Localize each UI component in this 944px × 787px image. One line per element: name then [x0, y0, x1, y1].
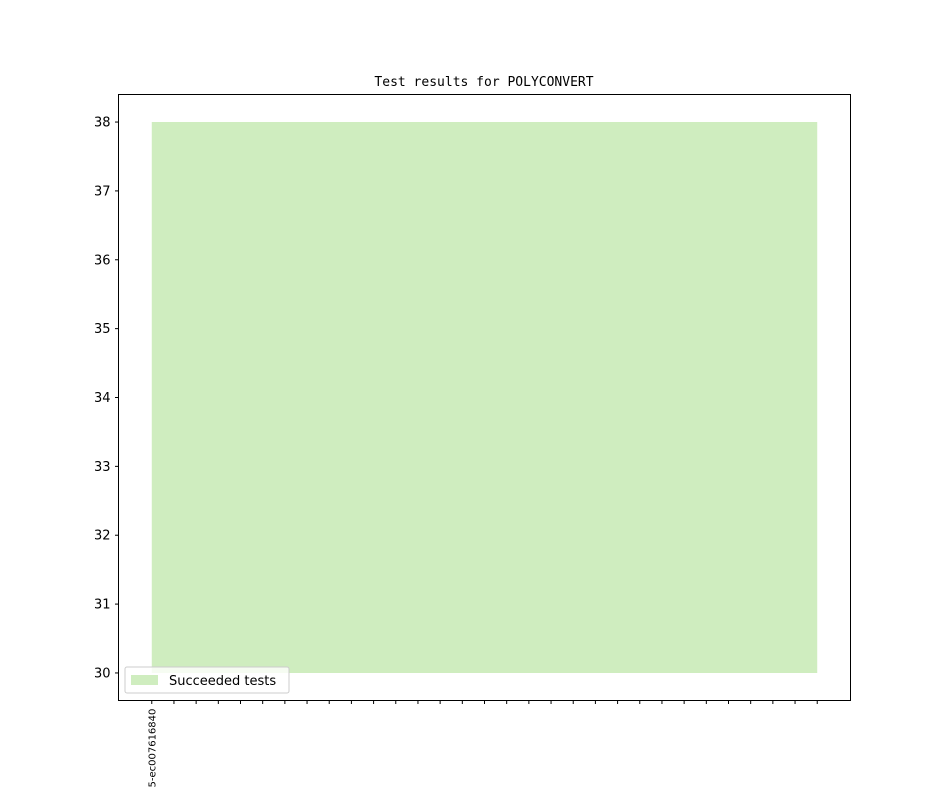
y-tick-label: 35 [94, 322, 111, 337]
y-axis: 30 31 32 33 34 35 36 37 38 [94, 116, 119, 681]
plot-area [151, 122, 818, 673]
legend-box [124, 666, 290, 694]
legend-label: Succeeded tests [169, 674, 276, 689]
chart-title: Test results for POLYCONVERT [374, 75, 593, 90]
axes-frame [118, 94, 851, 701]
x-tick-label: 5-ec007616840 [147, 709, 158, 787]
y-tick-label: 33 [94, 460, 111, 475]
y-tick-label: 36 [94, 253, 111, 268]
y-tick-label: 31 [94, 598, 111, 613]
y-tick-label: 34 [94, 391, 111, 406]
y-tick-label: 32 [94, 529, 111, 544]
legend-swatch [131, 675, 158, 685]
y-tick-label: 38 [94, 116, 111, 131]
y-tick-label: 30 [94, 666, 111, 681]
area-series-0 [151, 122, 818, 673]
y-tick-label: 37 [94, 184, 111, 199]
legend: Succeeded tests [124, 666, 290, 694]
x-axis: 5-ec007616840 [147, 700, 818, 787]
